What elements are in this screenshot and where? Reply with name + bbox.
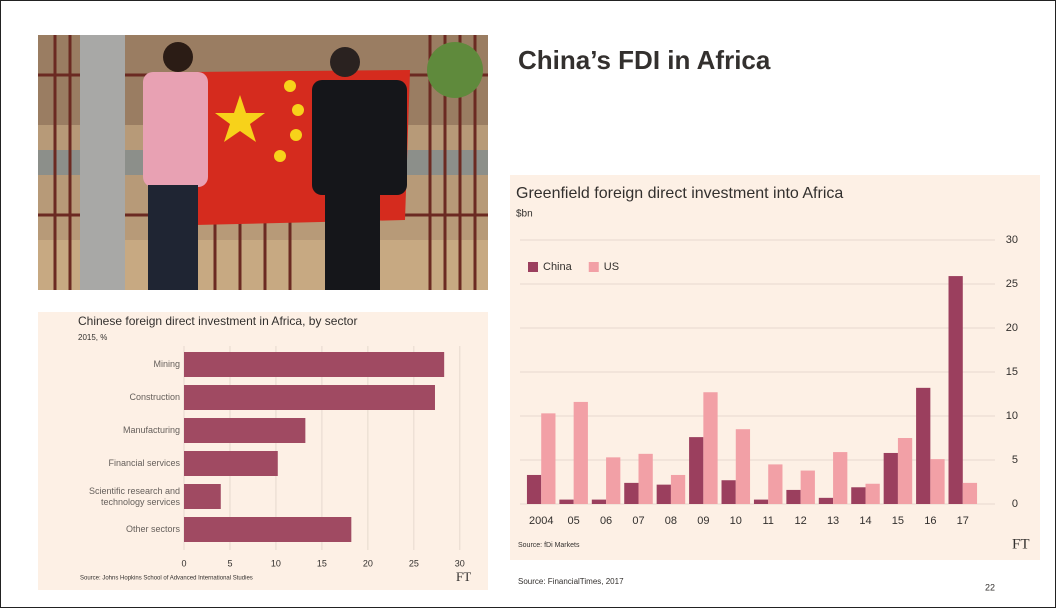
x-tick-label: 11 <box>763 515 774 527</box>
bar <box>573 401 588 504</box>
slide-source: Source: FinancialTimes, 2017 <box>518 577 624 586</box>
bar <box>670 474 686 504</box>
x-tick-label: 25 <box>409 558 419 568</box>
chart-subtitle: $bn <box>516 209 533 220</box>
x-tick-label: 08 <box>665 515 677 527</box>
bar <box>768 464 783 504</box>
chart-subtitle: 2015, % <box>78 333 107 342</box>
bar <box>526 474 542 504</box>
y-tick-label: 5 <box>1012 454 1018 466</box>
x-tick-label: 10 <box>730 515 742 527</box>
y-tick-label: Construction <box>129 392 180 402</box>
bar <box>930 459 945 504</box>
category-label-box: Manufacturing <box>122 425 180 435</box>
y-tick-label: 20 <box>1006 322 1018 334</box>
bar <box>786 489 801 504</box>
y-tick-label: Manufacturing <box>122 425 180 435</box>
bar <box>962 482 978 504</box>
bar <box>656 484 671 504</box>
x-tick-label: 17 <box>957 515 969 527</box>
y-tick-label: 15 <box>1006 366 1018 378</box>
chart-title: Chinese foreign direct investment in Afr… <box>78 314 357 328</box>
y-tick-label: Scientific research and technology servi… <box>88 485 180 507</box>
x-tick-label: 09 <box>697 515 709 527</box>
y-tick-label: Mining <box>153 359 180 369</box>
bar <box>184 385 435 410</box>
chart-title: Greenfield foreign direct investment int… <box>516 185 843 202</box>
photo <box>38 35 488 290</box>
legend-label: China <box>543 261 573 273</box>
x-tick-label: 0 <box>181 558 186 568</box>
bar <box>559 499 574 504</box>
x-tick-label: 12 <box>795 515 807 527</box>
bar <box>184 484 221 509</box>
x-tick-label: 05 <box>568 515 580 527</box>
x-tick-label: 06 <box>600 515 612 527</box>
page-number: 22 <box>985 582 995 592</box>
bar <box>591 499 607 504</box>
x-tick-label: 13 <box>827 515 839 527</box>
legend-swatch <box>588 262 599 272</box>
y-tick-label: 10 <box>1006 410 1018 422</box>
legend-label: US <box>604 261 619 273</box>
bar <box>948 276 963 504</box>
bar <box>800 470 815 504</box>
bar <box>916 387 931 504</box>
bar <box>606 457 621 504</box>
category-label-box: Construction <box>129 392 180 402</box>
bar <box>689 437 704 504</box>
bar <box>865 483 880 504</box>
bar <box>184 352 445 377</box>
category-label-box: Financial services <box>108 458 180 468</box>
bar <box>184 418 306 443</box>
x-tick-label: 20 <box>363 558 373 568</box>
bar <box>883 452 898 504</box>
category-label-box: Scientific research and technology servi… <box>88 485 180 507</box>
ft-logo: FT <box>456 569 471 584</box>
category-label-box: Mining <box>153 359 180 369</box>
bar <box>851 487 866 504</box>
chart-source: Source: Johns Hopkins School of Advanced… <box>80 576 253 582</box>
x-tick-label: 14 <box>859 515 871 527</box>
bar <box>184 517 352 542</box>
bar <box>184 451 278 476</box>
chart-source: Source: fDi Markets <box>518 542 580 549</box>
bar <box>735 429 751 504</box>
bar <box>897 438 913 504</box>
bar <box>753 499 769 504</box>
x-tick-label: 07 <box>632 515 644 527</box>
x-tick-label: 15 <box>317 558 327 568</box>
y-tick-label: Other sectors <box>125 524 180 534</box>
x-tick-label: 10 <box>271 558 281 568</box>
legend-swatch <box>528 262 538 272</box>
bar <box>818 497 834 504</box>
x-tick-label: 30 <box>455 558 465 568</box>
bar <box>721 480 736 504</box>
x-tick-label: 5 <box>227 558 232 568</box>
x-tick-label: 15 <box>892 515 904 527</box>
y-tick-label: 0 <box>1012 498 1018 510</box>
y-tick-label: 25 <box>1006 278 1018 290</box>
bar <box>541 413 556 504</box>
bar <box>624 482 639 504</box>
x-tick-label: 2004 <box>529 515 553 527</box>
slide-title: China’s FDI in Africa <box>518 45 771 75</box>
bar <box>638 453 653 504</box>
bar <box>703 392 718 504</box>
ft-logo: FT <box>1012 536 1030 552</box>
x-tick-label: 16 <box>924 515 936 527</box>
y-tick-label: Financial services <box>108 458 180 468</box>
category-label-box: Other sectors <box>125 524 180 534</box>
y-tick-label: 30 <box>1006 234 1018 246</box>
bar <box>833 452 848 504</box>
